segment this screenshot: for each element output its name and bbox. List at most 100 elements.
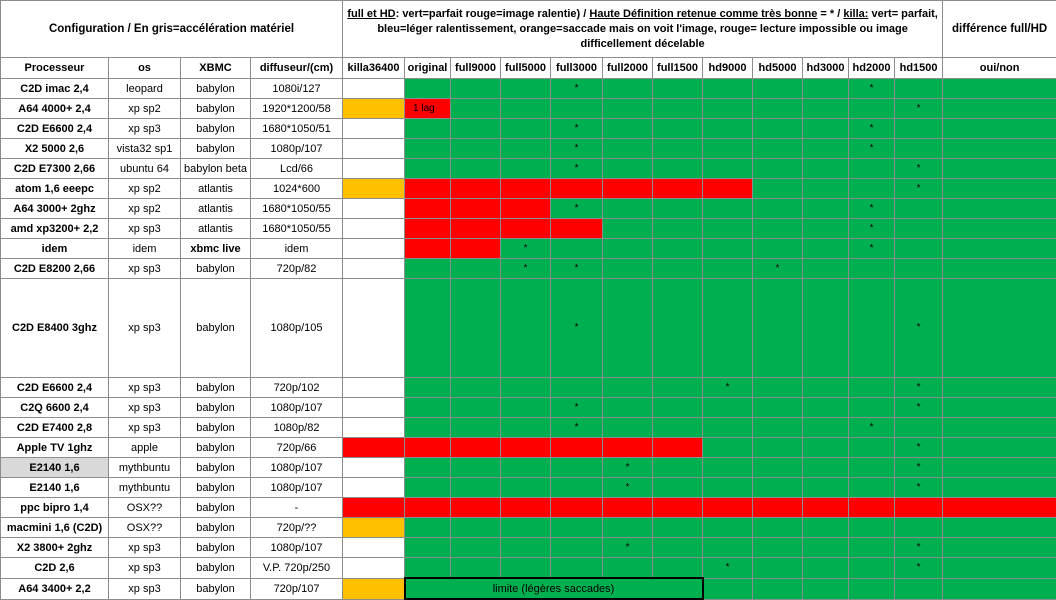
result-cell: [943, 398, 1056, 418]
result-cell: [551, 378, 603, 398]
result-cell: [703, 279, 753, 378]
diffuser-cell: 1680*1050/55: [251, 219, 343, 239]
result-cell: [753, 159, 803, 179]
result-cell: *: [703, 558, 753, 579]
result-cell: [343, 558, 405, 579]
diffuser-cell: 1080p/107: [251, 458, 343, 478]
result-cell: [501, 139, 551, 159]
os-cell: xp sp3: [109, 219, 181, 239]
column-header: hd2000: [849, 58, 895, 79]
result-cell: [895, 139, 943, 159]
result-cell: [653, 438, 703, 458]
result-cell: [405, 518, 451, 538]
processor-cell: Apple TV 1ghz: [1, 438, 109, 458]
result-cell: [849, 259, 895, 279]
diffuser-cell: 1080p/107: [251, 478, 343, 498]
result-cell: [405, 159, 451, 179]
diffuser-cell: 1080p/107: [251, 398, 343, 418]
result-cell: [895, 518, 943, 538]
result-cell: [753, 578, 803, 599]
result-cell: *: [895, 478, 943, 498]
result-cell: [895, 418, 943, 438]
result-cell: *: [895, 558, 943, 579]
os-cell: xp sp3: [109, 418, 181, 438]
processor-cell: macmini 1,6 (C2D): [1, 518, 109, 538]
column-header: full9000: [451, 58, 501, 79]
os-cell: ubuntu 64: [109, 159, 181, 179]
result-cell: *: [849, 79, 895, 99]
result-cell: [603, 179, 653, 199]
result-cell: *: [501, 239, 551, 259]
column-header: killa36400: [343, 58, 405, 79]
result-cell: [451, 79, 501, 99]
result-cell: [343, 279, 405, 378]
result-cell: [451, 458, 501, 478]
xbmc-cell: atlantis: [181, 199, 251, 219]
result-cell: [343, 99, 405, 119]
result-cell: [895, 219, 943, 239]
xbmc-cell: babylon: [181, 119, 251, 139]
result-cell: [753, 119, 803, 139]
processor-cell: X2 5000 2,6: [1, 139, 109, 159]
result-cell: [703, 219, 753, 239]
result-cell: [653, 458, 703, 478]
result-cell: [451, 259, 501, 279]
result-cell: *: [895, 398, 943, 418]
result-cell: [753, 478, 803, 498]
result-cell: [803, 378, 849, 398]
result-cell: [753, 458, 803, 478]
result-cell: [501, 498, 551, 518]
result-cell: [501, 398, 551, 418]
result-cell: [943, 498, 1056, 518]
result-cell: [653, 219, 703, 239]
xbmc-cell: babylon: [181, 418, 251, 438]
result-cell: [451, 438, 501, 458]
xbmc-cell: babylon beta: [181, 159, 251, 179]
result-cell: [343, 578, 405, 599]
column-header: full5000: [501, 58, 551, 79]
result-cell: [803, 259, 849, 279]
diffuser-cell: idem: [251, 239, 343, 259]
result-cell: [501, 458, 551, 478]
result-cell: [703, 139, 753, 159]
diffuser-cell: 720p/82: [251, 259, 343, 279]
result-cell: [405, 378, 451, 398]
result-cell: [849, 518, 895, 538]
result-cell: [849, 378, 895, 398]
processor-cell: A64 3400+ 2,2: [1, 578, 109, 599]
result-cell: [603, 159, 653, 179]
os-cell: mythbuntu: [109, 478, 181, 498]
result-cell: [803, 239, 849, 259]
diffuser-cell: 1080p/82: [251, 418, 343, 438]
processor-cell: C2D E8400 3ghz: [1, 279, 109, 378]
config-title: Configuration / En gris=accélération mat…: [1, 1, 343, 58]
xbmc-cell: babylon: [181, 79, 251, 99]
result-cell: [603, 139, 653, 159]
result-cell: [803, 199, 849, 219]
result-cell: [803, 99, 849, 119]
processor-cell: C2D E6600 2,4: [1, 119, 109, 139]
result-cell: [405, 438, 451, 458]
column-header: oui/non: [943, 58, 1056, 79]
result-cell: [551, 438, 603, 458]
result-cell: [405, 179, 451, 199]
result-cell: [603, 259, 653, 279]
result-cell: [343, 239, 405, 259]
result-cell: [653, 518, 703, 538]
result-cell: [501, 119, 551, 139]
result-cell: [849, 558, 895, 579]
diffuser-cell: 1080p/107: [251, 139, 343, 159]
result-cell: [703, 239, 753, 259]
result-cell: [703, 99, 753, 119]
processor-cell: A64 3000+ 2ghz: [1, 199, 109, 219]
processor-cell: idem: [1, 239, 109, 259]
result-cell: [405, 279, 451, 378]
result-cell: [603, 498, 653, 518]
result-cell: [849, 398, 895, 418]
diffuser-cell: 1680*1050/55: [251, 199, 343, 219]
result-cell: *: [603, 458, 653, 478]
column-header: hd3000: [803, 58, 849, 79]
